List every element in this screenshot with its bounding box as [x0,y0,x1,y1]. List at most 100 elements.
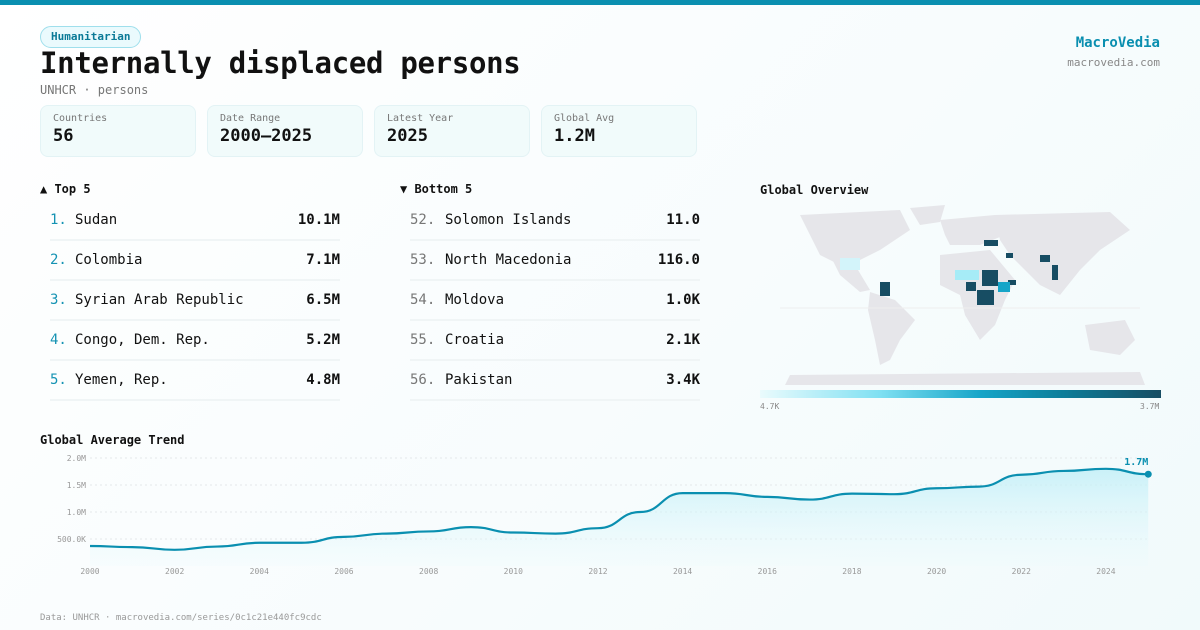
y-tick-label: 2.0M [67,454,86,463]
list-item[interactable]: 56. Pakistan 3.4K [410,361,700,401]
country-value: 3.4K [666,372,700,388]
y-tick-label: 1.0M [67,508,86,517]
list-item[interactable]: 55. Croatia 2.1K [410,321,700,361]
trend-chart[interactable]: 500.0K 1.0M 1.5M 2.0M 2000 2002 2004 2006 2008 20… [40,450,1180,580]
stat-value: 2025 [387,126,428,146]
country-yemen [1008,280,1016,285]
country-name: Yemen, Rep. [75,372,168,388]
legend-max: 3.7M [1140,402,1160,411]
rank: 56. [410,372,436,388]
list-item[interactable]: 3. Syrian Arab Republic 6.5M [50,281,340,321]
country-name: North Macedonia [445,252,572,268]
x-tick-label: 2010 [504,567,523,576]
stat-value: 56 [53,126,74,146]
x-tick-label: 2008 [419,567,438,576]
x-tick-label: 2018 [842,567,861,576]
rank: 53. [410,252,436,268]
rank: 54. [410,292,436,308]
rank: 1. [50,212,67,228]
country-value: 7.1M [306,252,340,268]
x-tick-label: 2002 [165,567,184,576]
country-value: 5.2M [306,332,340,348]
rank: 52. [410,212,436,228]
asia [995,212,1130,295]
rank: 2. [50,252,67,268]
top-accent-bar [0,0,1200,5]
world-map[interactable] [760,200,1160,385]
country-name: Colombia [75,252,143,268]
stat-label: Global Avg [554,113,615,124]
highlighted-countries [840,240,1058,305]
greenland [910,205,945,225]
trend-heading: Global Average Trend [40,433,185,447]
country-name: Croatia [445,332,505,348]
stat-value: 1.2M [554,126,595,146]
stat-card-countries: Countries 56 [40,105,196,157]
list-item[interactable]: 2. Colombia 7.1M [50,241,340,281]
stat-card-date-range: Date Range 2000–2025 [207,105,363,157]
country-value: 6.5M [306,292,340,308]
antarctica [785,372,1145,385]
legend-min: 4.7K [760,402,780,411]
x-tick-label: 2024 [1096,567,1115,576]
country-value: 10.1M [297,212,340,228]
x-tick-label: 2006 [334,567,353,576]
bottom5-list: 52. Solomon Islands 11.0 53. North Macedonia… [400,201,700,401]
stat-card-global-avg: Global Avg 1.2M [541,105,697,157]
south-america [868,292,915,365]
country-name: Solomon Islands [445,212,572,228]
country-colombia [880,282,890,296]
list-item[interactable]: 53. North Macedonia 116.0 [410,241,700,281]
country-name: Pakistan [445,372,513,388]
country-value: 11.0 [666,212,700,228]
rank: 55. [410,332,436,348]
stat-value: 2000–2025 [220,126,313,146]
stat-label: Countries [53,113,108,124]
x-tick-label: 2022 [1012,567,1031,576]
stat-label: Date Range [220,113,281,124]
map-heading: Global Overview [760,183,869,197]
trend-line [89,467,1149,551]
rank: 5. [50,372,67,388]
footer-source: Data: UNHCR · macrovedia.com/series/0c1c… [40,613,322,623]
category-badge[interactable]: Humanitarian [40,26,142,48]
y-tick-label: 500.0K [57,535,86,544]
stat-card-latest-year: Latest Year 2025 [374,105,530,157]
top5-list: 1. Sudan 10.1M 2. Colombia 7.1M 3. Syrian Arab … [40,201,340,401]
list-item[interactable]: 1. Sudan 10.1M [50,201,340,241]
country-value: 4.8M [306,372,340,388]
top5-heading: ▲ Top 5 [40,182,91,196]
list-item[interactable]: 5. Yemen, Rep. 4.8M [50,361,340,401]
area-fill [90,468,1149,566]
page-title: Internally displaced persons [40,46,521,80]
country-sudan [982,270,998,286]
country-ukraine [984,240,998,246]
list-item[interactable]: 52. Solomon Islands 11.0 [410,201,700,241]
country-name: Syrian Arab Republic [75,292,244,308]
country-ethiopia [998,282,1010,292]
north-america [800,210,910,275]
list-item[interactable]: 4. Congo, Dem. Rep. 5.2M [50,321,340,361]
country-nigeria [966,282,976,291]
country-value: 2.1K [666,332,700,348]
country-value: 116.0 [657,252,700,268]
australia [1085,320,1135,355]
country-name: Sudan [75,212,118,228]
country-mexico [840,258,860,270]
country-drc [977,290,994,305]
brand-logo[interactable]: MacroVedia [1075,35,1160,51]
country-syria [1006,253,1013,258]
land-masses [785,205,1145,385]
country-myanmar [1052,265,1058,280]
list-item[interactable]: 54. Moldova 1.0K [410,281,700,321]
data-point [1144,470,1152,478]
y-tick-label: 1.5M [67,481,86,490]
x-tick-label: 2016 [758,567,777,576]
x-tick-label: 2014 [673,567,692,576]
x-tick-label: 2020 [927,567,946,576]
brand-url[interactable]: macrovedia.com [1067,56,1160,69]
x-tick-label: 2000 [80,567,99,576]
country-name: Congo, Dem. Rep. [75,332,210,348]
country-sahel [955,270,979,280]
europe [940,215,1005,245]
